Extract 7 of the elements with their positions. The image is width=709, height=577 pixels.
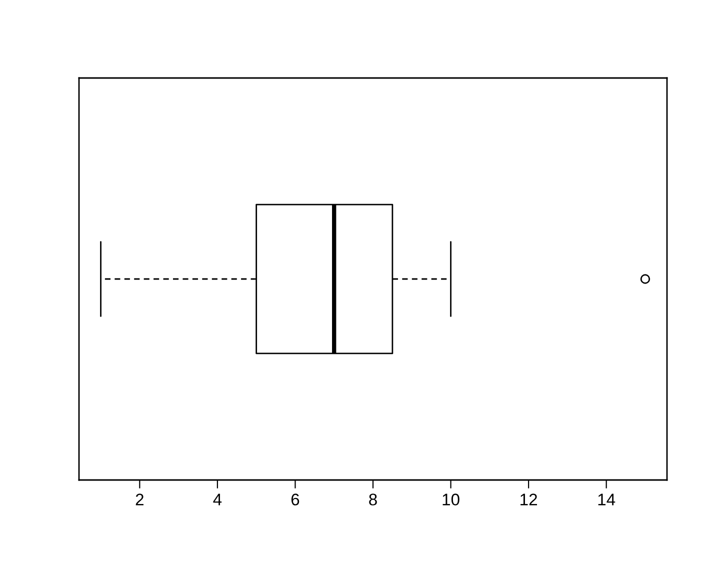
- x-tick-label: 10: [442, 494, 460, 506]
- x-tick-label: 8: [369, 494, 377, 506]
- x-tick-label: 6: [291, 494, 300, 506]
- x-tick-label: 2: [136, 494, 144, 506]
- x-tick-label: 4: [213, 494, 222, 506]
- x-tick-label: 14: [598, 494, 616, 506]
- x-tick-label: 12: [520, 494, 537, 506]
